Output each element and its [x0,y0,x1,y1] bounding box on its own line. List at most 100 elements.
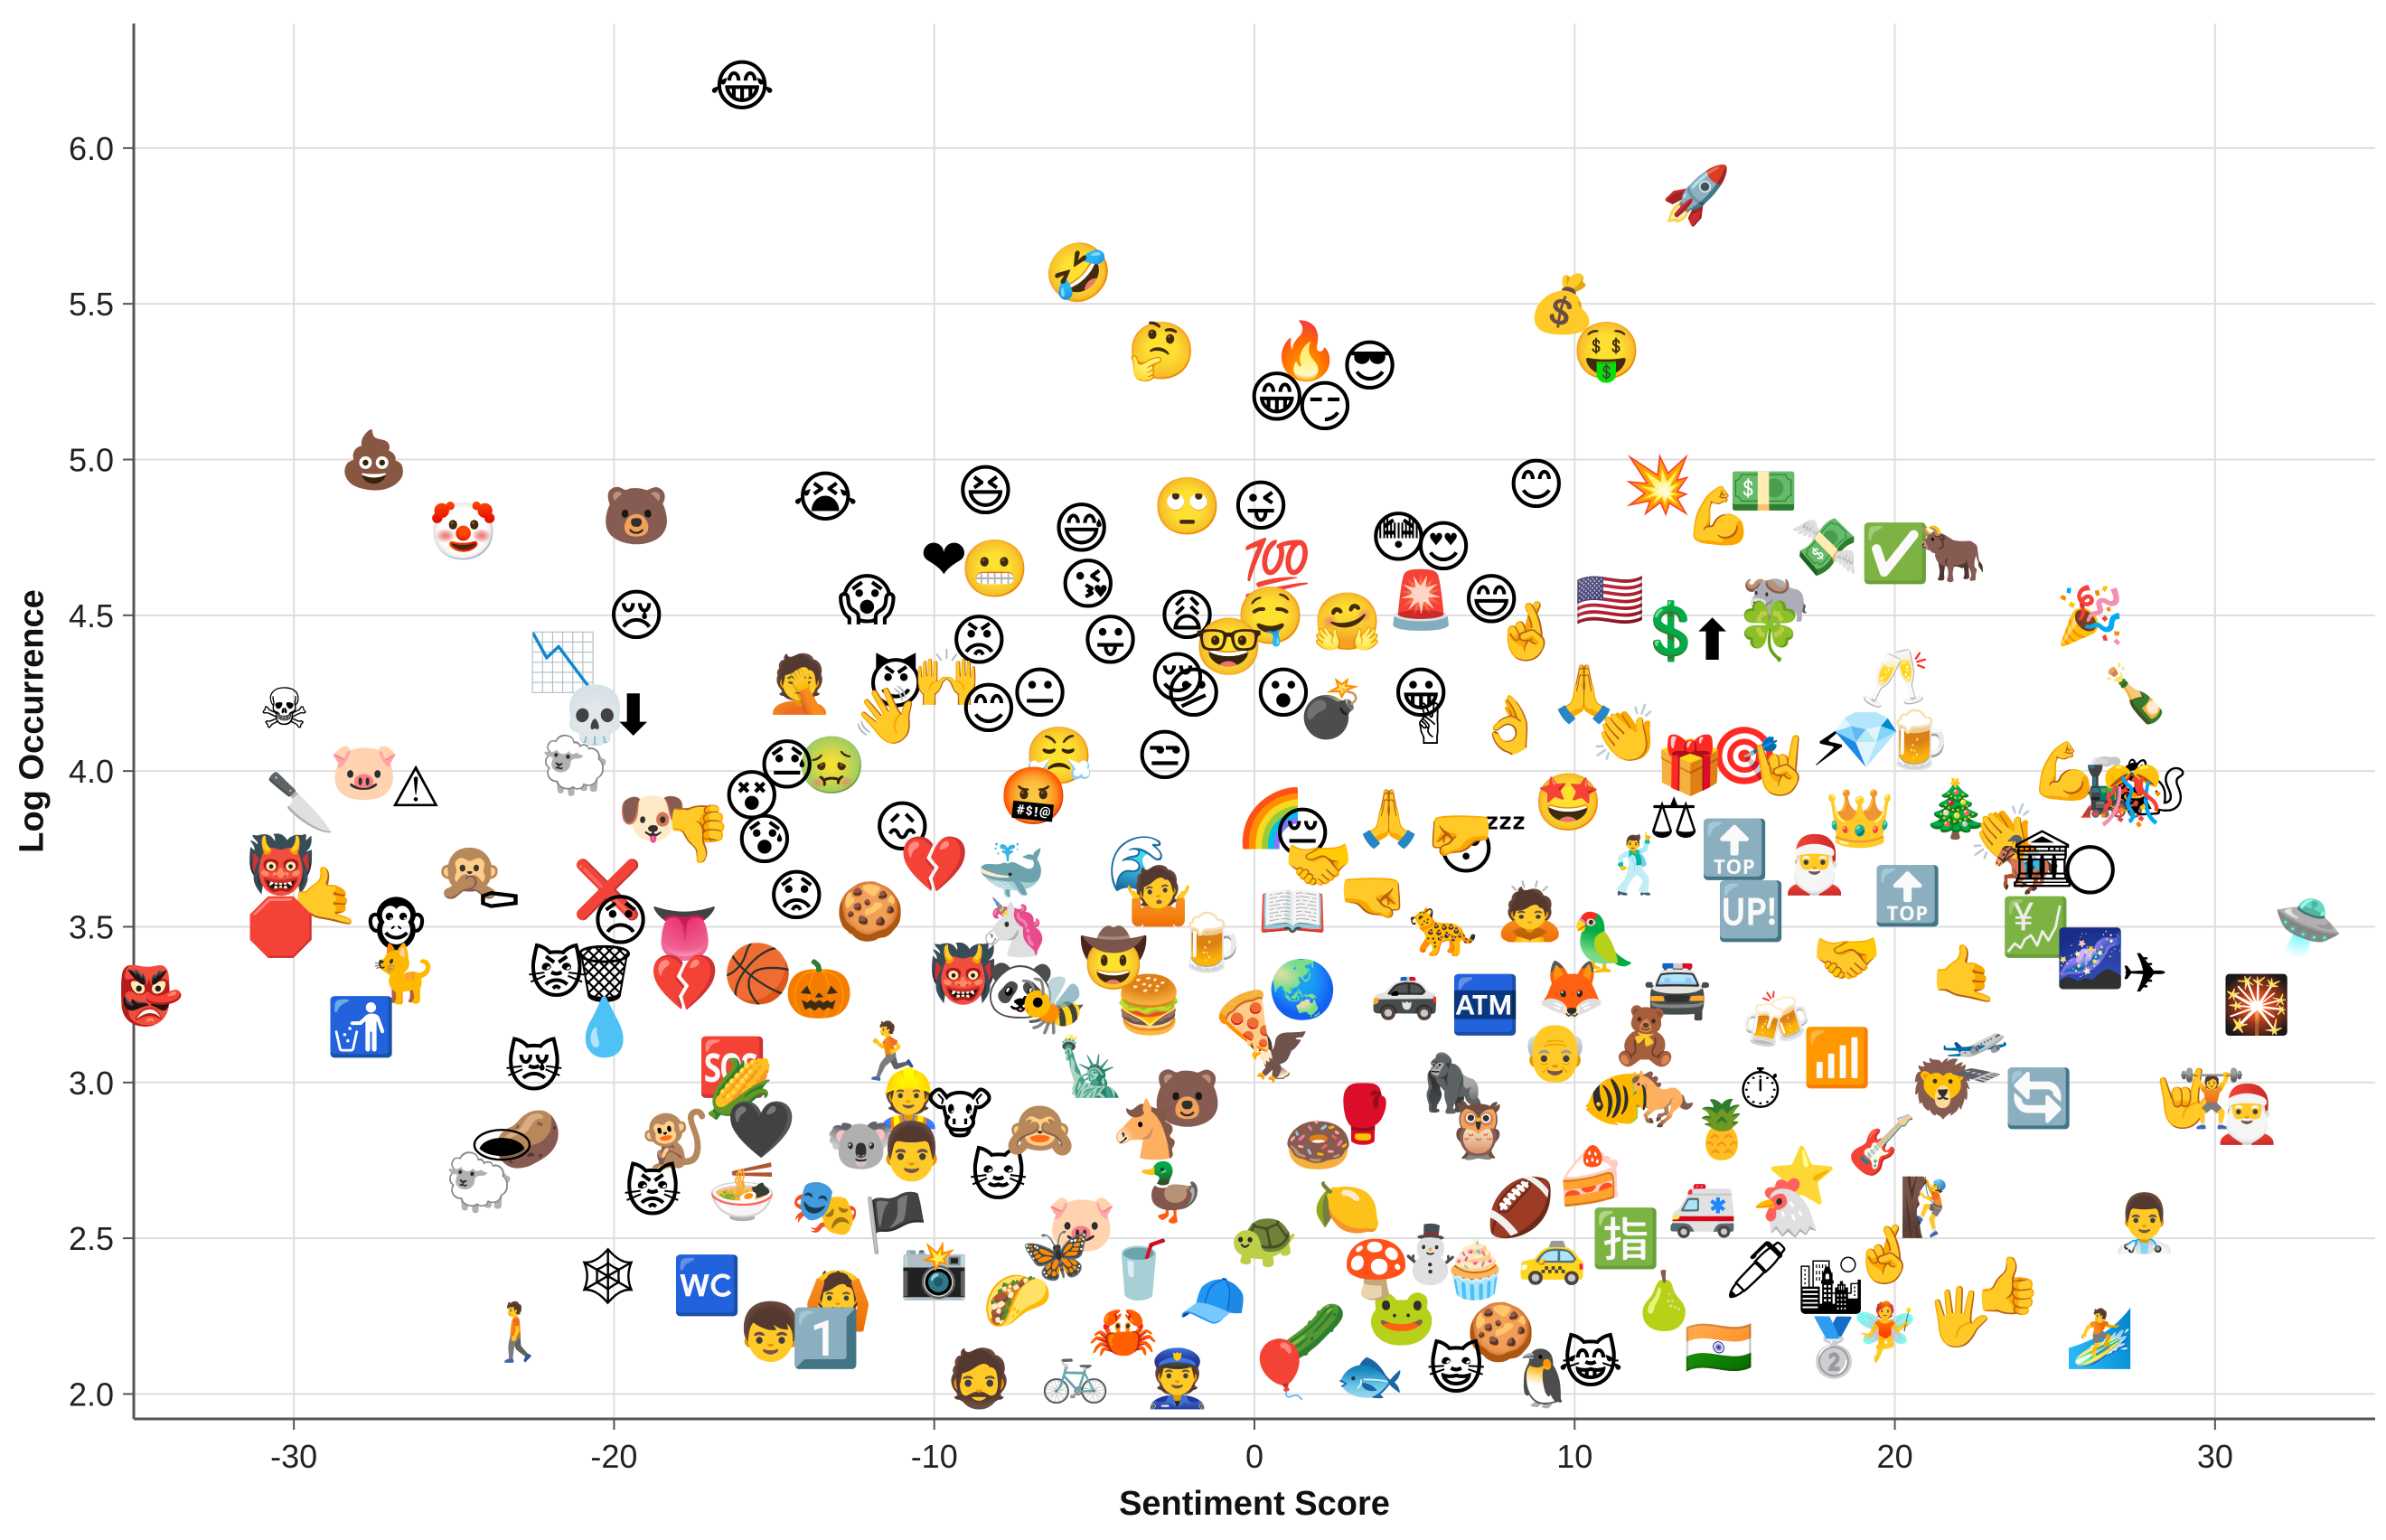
emoji-point: 😄 [1462,567,1521,633]
emoji-point: 🦅 [1242,1018,1311,1085]
emoji-point: 🤙 [291,863,361,929]
emoji-point: 🐷 [329,738,399,804]
emoji-point: 🏛 [2006,825,2078,891]
emoji-point: 😤 [1024,722,1094,788]
emoji-point: 🐈 [368,941,437,1007]
emoji-point: 🔥 [1271,317,1340,383]
emoji-point: 🍪 [835,878,905,944]
emoji-point: 💹 [2001,894,2071,960]
emoji-point: 🏃 [855,1019,925,1085]
x-tick-label: -10 [911,1438,958,1475]
emoji-point: 💩 [339,427,409,493]
emoji-point: 🔪 [266,769,335,835]
emoji-point: 😆 [956,457,1015,523]
emoji-point: 🤔 [1127,317,1197,383]
emoji-point: 💵 [1729,457,1799,523]
emoji-point: 🐱 [969,1143,1028,1209]
emoji-point: 🍺 [1175,908,1245,975]
x-tick-label: 20 [1877,1438,1913,1475]
emoji-point: 🧸 [1611,1003,1680,1070]
emoji-point: 🍔 [1113,972,1183,1038]
emoji-point: ⚰ [475,869,522,934]
emoji-point: 🍐 [1630,1268,1699,1334]
emoji-point: 🦊 [1536,956,1606,1022]
emoji-point: 😱 [838,567,897,633]
tick-labels: -30 -20 -10 0 10 20 30 2.0 2.5 3.0 3.5 4.0 4.5 5.0 5.5… [69,130,2233,1475]
emoji-point: 🏀 [723,937,793,1009]
emoji-point: 🎯 [1709,722,1779,788]
emoji-point: 🤤 [1235,582,1305,648]
emoji-point: 👏 [1591,700,1660,766]
emoji-point: 🐳 [976,838,1046,904]
emoji-point: 💯 [1242,536,1311,602]
emoji-point: 🈯 [1591,1206,1660,1272]
emoji-point: ⚡ [1811,713,1851,779]
emoji-point: 🥤 [1104,1236,1174,1302]
emoji-point: 🐂 [1918,520,1987,586]
emoji-point: 🐸 [1367,1283,1436,1349]
emoji-point: 🍾 [2100,660,2170,726]
emoji-point: 😢 [607,582,666,648]
emoji-point: 🍰 [1555,1143,1625,1209]
emoji-point: 🏴 [861,1188,931,1255]
emoji-point: 🏋 [2177,1066,2247,1132]
x-tick-label: -20 [590,1438,637,1475]
emoji-point: 🤜 [1338,863,1407,929]
emoji-point: 😞 [591,887,650,953]
y-tick-label: 3.0 [69,1065,114,1102]
emoji-point: 🐆 [1408,894,1478,960]
emoji-point: 💲 [1636,598,1705,664]
emoji-point: 🎇 [2222,972,2291,1038]
emoji-point: ⏱ [1739,1056,1782,1122]
emoji-point: 🕸 [572,1243,643,1309]
emoji-point: 🍋 [1312,1174,1382,1240]
emoji-point: 🐔 [1752,1174,1821,1240]
emoji-point: 🖊 [1722,1236,1793,1302]
emoji-point: 😴 [1437,816,1526,882]
emoji-point: 😓 [757,732,816,798]
emoji-point: ❌ [573,857,643,924]
emoji-point: 🤝 [1283,831,1353,897]
emoji-point: 🆘 [698,1034,767,1100]
y-axis-title: Log Occurrence [13,589,51,852]
emoji-point: 💪 [2030,738,2099,804]
emoji-point: 🇺🇸 [1575,567,1645,633]
emoji-point: 🙊 [435,838,504,904]
emoji-point: 🔄 [2004,1066,2073,1132]
emoji-point: 😊 [1507,452,1565,518]
emoji-point: 💔 [899,831,970,897]
emoji-point: 😈 [867,651,925,717]
emoji-point: 🐻 [1152,1065,1222,1132]
emoji-point: 🦆 [1136,1159,1206,1225]
emoji-point: 🐝 [1018,972,1087,1038]
emoji-point: 🦀 [1088,1299,1158,1365]
emoji-point: 🤬 [999,763,1068,829]
emoji-point: 👌 [1476,691,1545,757]
emoji-point: 😎 [1340,333,1399,399]
emoji-point: 👴 [1520,1019,1590,1085]
emoji-point: 🧗 [1898,1174,1968,1240]
emoji-point: 🚲 [1040,1339,1110,1405]
emoji-point: 🖤 [727,1096,797,1162]
emoji-point: 🤞 [1850,1221,1920,1288]
emoji-point: 😹 [1558,1329,1623,1395]
emoji-point: 🐮 [926,1081,992,1147]
emoji-point: 🚮 [326,993,396,1059]
emoji-point: 🧢 [1178,1268,1247,1334]
emoji-point: 🏧 [1450,972,1519,1038]
emoji-point: 🍻 [1742,987,1811,1053]
emoji-point: 🥈 [1799,1314,1869,1381]
emoji-point: 🚓 [1370,956,1440,1022]
emoji-point: 🏈 [1485,1174,1555,1241]
emoji-point: 🤟 [2151,1066,2221,1134]
emoji-point: 🐠 [1582,1066,1651,1132]
emoji-point: 🌊 [1107,831,1177,897]
emoji-point: 🤛 [1424,801,1494,867]
emoji-point: 🤑 [1572,317,1641,384]
y-tick-label: 2.0 [69,1376,114,1413]
emoji-point: 👷 [874,1066,944,1132]
axes [123,23,2375,1430]
emoji-point: 🦋 [1021,1221,1091,1287]
emoji-point: 🐃 [1742,567,1811,633]
